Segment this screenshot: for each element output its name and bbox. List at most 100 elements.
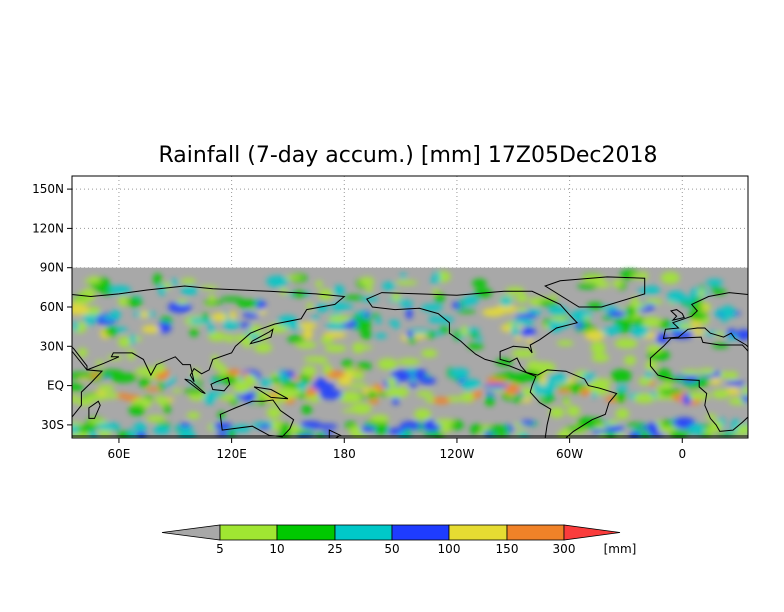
rainfall-cell (225, 334, 234, 343)
rainfall-cell (590, 341, 606, 354)
rainfall-cell (631, 325, 649, 338)
rainfall-cell (226, 369, 242, 377)
rainfall-cell (457, 327, 481, 333)
rainfall-cell (642, 316, 662, 328)
coastline-newguinea (253, 386, 289, 400)
lat-tick-label: EQ (47, 379, 64, 393)
coastline-sumatra (184, 378, 206, 394)
rainfall-cell (140, 310, 149, 319)
rainfall-cell (253, 342, 273, 353)
rainfall-cell (643, 285, 661, 295)
rainfall-cell (461, 392, 474, 403)
rainfall-cell (577, 283, 598, 290)
rainfall-cell (212, 362, 225, 370)
rainfall-cell (374, 424, 388, 435)
rainfall-cell (645, 377, 655, 382)
rainfall-cell (266, 406, 282, 419)
rainfall-cell (400, 421, 421, 430)
rainfall-cell (77, 347, 88, 358)
rainfall-cell (688, 392, 711, 400)
rainfall-cell (607, 420, 619, 427)
rainfall-cell (135, 366, 159, 377)
rainfall-cell (549, 373, 569, 384)
colorbar-swatch (448, 524, 508, 541)
rainfall-cell (212, 375, 224, 382)
rainfall-cell (282, 382, 304, 390)
rainfall-cell (98, 428, 112, 438)
rainfall-cell (72, 432, 90, 438)
rainfall-cell (484, 384, 508, 389)
rainfall-cell (400, 273, 407, 279)
rainfall-cell (606, 425, 625, 433)
rainfall-cell (104, 392, 118, 399)
rainfall-cell (320, 336, 334, 345)
coastline-americas (366, 290, 618, 438)
colorbar-swatch (391, 524, 450, 541)
rainfall-cell (298, 322, 317, 329)
rainfall-cell (397, 358, 421, 366)
rainfall-cell (698, 368, 716, 375)
rainfall-cell (133, 422, 147, 432)
rainfall-cell (102, 315, 121, 320)
rainfall-cell (343, 295, 365, 301)
rainfall-cell (248, 325, 263, 334)
rainfall-cell (472, 278, 487, 288)
rainfall-cell (146, 387, 161, 392)
rainfall-cell (511, 349, 536, 358)
colorbar-unit: [mm] (604, 542, 637, 556)
rainfall-cell (97, 384, 115, 392)
rainfall-cell (660, 271, 680, 284)
rainfall-cell (153, 273, 162, 286)
rainfall-cell (550, 294, 558, 300)
rainfall-cell (369, 313, 381, 318)
rainfall-cell (355, 311, 368, 316)
rainfall-cell (720, 305, 735, 318)
coastline-eurasia (72, 285, 346, 382)
rainfall-cell (229, 310, 237, 321)
rainfall-cell (569, 382, 580, 394)
rainfall-cell (656, 368, 672, 381)
rainfall-cell (338, 391, 362, 404)
rainfall-cell (72, 320, 79, 332)
rainfall-cell (345, 367, 356, 373)
rainfall-cell (279, 288, 289, 295)
rainfall-data-area (72, 267, 748, 438)
rainfall-cell (645, 360, 658, 371)
rainfall-cell (678, 323, 693, 331)
rainfall-cell (406, 331, 414, 339)
rainfall-cell (432, 397, 450, 405)
rainfall-cell (298, 380, 307, 393)
rainfall-cell (302, 329, 313, 340)
rainfall-cell (277, 315, 298, 327)
lon-tick-label: 120E (216, 447, 247, 461)
rainfall-cell (174, 425, 194, 431)
rainfall-cell (736, 330, 748, 340)
coastline-borneo (210, 377, 231, 392)
rainfall-cell (77, 424, 95, 434)
rainfall-cell (516, 293, 528, 303)
rainfall-cell (440, 424, 452, 433)
rainfall-cell (118, 336, 131, 348)
rainfall-cell (549, 407, 565, 418)
rainfall-cell (624, 355, 637, 366)
colorbar-swatch-above (563, 524, 621, 541)
rainfall-cell (83, 279, 101, 284)
rainfall-cell (299, 373, 312, 384)
lat-tick-label: 30N (40, 339, 64, 353)
coastline-australia (219, 399, 295, 438)
rainfall-cell (586, 302, 604, 311)
rainfall-cell (106, 355, 124, 361)
rainfall-cell (404, 428, 412, 436)
rainfall-cell (647, 422, 659, 434)
colorbar-swatch-below (161, 524, 221, 541)
rainfall-cell (158, 380, 165, 392)
rainfall-cell (303, 356, 325, 363)
colorbar-threshold-label: 10 (269, 542, 284, 556)
rainfall-cell (242, 338, 253, 348)
rainfall-cell (399, 300, 414, 308)
rainfall-cell (211, 312, 228, 322)
rainfall-cell (407, 329, 431, 334)
rainfall-cell (613, 317, 635, 326)
rainfall-cell (520, 397, 532, 403)
rainfall-cell (158, 284, 166, 296)
